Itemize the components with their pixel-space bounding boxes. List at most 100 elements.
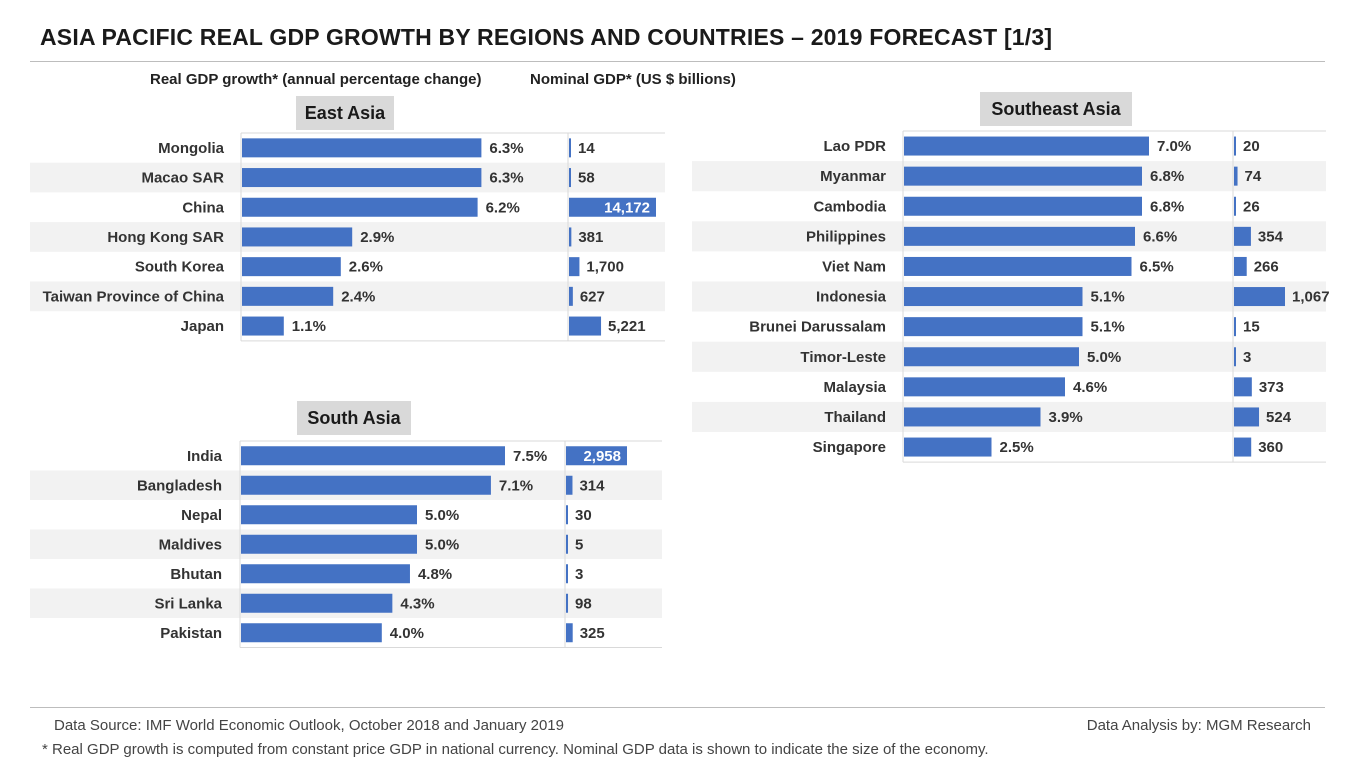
region-label-east-asia: East Asia: [296, 96, 394, 130]
category-label-cambodia: Cambodia: [813, 198, 886, 215]
gdp-value-label-viet-nam: 266: [1254, 258, 1279, 275]
growth-value-label-mongolia: 6.3%: [489, 140, 523, 157]
growth-bar-india: [241, 446, 505, 466]
growth-bar-hong-kong-sar: [242, 227, 353, 247]
growth-value-label-singapore: 2.5%: [1000, 439, 1034, 456]
growth-bar-south-korea: [242, 257, 341, 277]
category-label-thailand: Thailand: [824, 409, 886, 426]
region-label-south-asia: South Asia: [297, 401, 411, 435]
growth-value-label-taiwan-province-of-china: 2.4%: [341, 288, 375, 305]
gdp-bar-indonesia: [1234, 287, 1285, 307]
growth-bar-cambodia: [904, 196, 1142, 216]
gdp-value-label-mongolia: 14: [578, 140, 595, 157]
growth-value-label-pakistan: 4.0%: [390, 625, 424, 642]
growth-value-label-bangladesh: 7.1%: [499, 477, 533, 494]
growth-column-header: Real GDP growth* (annual percentage chan…: [150, 71, 482, 88]
growth-bar-japan: [242, 316, 284, 336]
growth-value-label-india: 7.5%: [513, 448, 547, 465]
gdp-bar-myanmar: [1234, 166, 1238, 186]
category-label-myanmar: Myanmar: [820, 168, 886, 185]
category-label-bangladesh: Bangladesh: [137, 477, 222, 494]
growth-value-label-cambodia: 6.8%: [1150, 198, 1184, 215]
growth-bar-philippines: [904, 226, 1135, 246]
gdp-value-label-brunei-darussalam: 15: [1243, 319, 1260, 336]
growth-bar-maldives: [241, 534, 417, 554]
gdp-value-label-pakistan: 325: [580, 625, 605, 642]
chart-southeast-asia: Lao PDR 7.0% 20 Myanmar 6.8% 74 Cambodia 6.8% 26…: [692, 130, 1330, 463]
bottom-divider: [30, 707, 1325, 708]
gdp-bar-bangladesh: [566, 475, 573, 495]
category-label-south-korea: South Korea: [135, 259, 225, 276]
growth-value-label-south-korea: 2.6%: [349, 259, 383, 276]
growth-value-label-myanmar: 6.8%: [1150, 168, 1184, 185]
gdp-bar-lao-pdr: [1234, 136, 1236, 156]
growth-value-label-indonesia: 5.1%: [1091, 289, 1125, 306]
growth-bar-malaysia: [904, 377, 1065, 397]
growth-value-label-maldives: 5.0%: [425, 536, 459, 553]
growth-value-label-macao-sar: 6.3%: [489, 170, 523, 187]
growth-bar-bhutan: [241, 564, 410, 584]
gdp-value-label-sri-lanka: 98: [575, 595, 592, 612]
gdp-bar-taiwan-province-of-china: [569, 286, 573, 306]
gdp-bar-malaysia: [1234, 377, 1252, 397]
growth-value-label-philippines: 6.6%: [1143, 228, 1177, 245]
gdp-value-label-malaysia: 373: [1259, 379, 1284, 396]
growth-value-label-bhutan: 4.8%: [418, 566, 452, 583]
region-label-southeast-asia: Southeast Asia: [980, 92, 1132, 126]
gdp-bar-pakistan: [566, 623, 573, 643]
growth-bar-pakistan: [241, 623, 382, 643]
page-title: ASIA PACIFIC REAL GDP GROWTH BY REGIONS …: [40, 24, 1053, 50]
nominal-column-header: Nominal GDP* (US $ billions): [530, 71, 736, 88]
category-label-lao-pdr: Lao PDR: [823, 138, 886, 155]
gdp-value-label-maldives: 5: [575, 536, 583, 553]
growth-value-label-hong-kong-sar: 2.9%: [360, 229, 394, 246]
gdp-bar-japan: [569, 316, 602, 336]
gdp-value-label-japan: 5,221: [608, 318, 646, 335]
growth-bar-sri-lanka: [241, 593, 393, 613]
category-label-sri-lanka: Sri Lanka: [154, 595, 222, 612]
growth-bar-mongolia: [242, 138, 482, 158]
gdp-value-label-china: 14,172: [604, 199, 650, 216]
chart-east-asia: Mongolia 6.3% 14 Macao SAR 6.3% 58 China 6.2% 14…: [30, 132, 665, 342]
growth-bar-thailand: [904, 407, 1041, 427]
growth-bar-nepal: [241, 505, 417, 525]
category-label-bhutan: Bhutan: [170, 566, 222, 583]
gdp-value-label-bhutan: 3: [575, 566, 583, 583]
gdp-value-label-philippines: 354: [1258, 228, 1284, 245]
gdp-value-label-lao-pdr: 20: [1243, 138, 1260, 155]
growth-bar-taiwan-province-of-china: [242, 286, 334, 306]
data-analysis-credit: Data Analysis by: MGM Research: [1086, 717, 1311, 734]
category-label-taiwan-province-of-china: Taiwan Province of China: [43, 288, 225, 305]
data-source-note: Data Source: IMF World Economic Outlook,…: [54, 717, 564, 734]
gdp-value-label-timor-leste: 3: [1243, 349, 1251, 366]
growth-bar-viet-nam: [904, 256, 1132, 276]
growth-bar-singapore: [904, 437, 992, 457]
category-label-hong-kong-sar: Hong Kong SAR: [107, 229, 224, 246]
growth-value-label-japan: 1.1%: [292, 318, 326, 335]
chart-south-asia: India 7.5% 2,958 Bangladesh 7.1% 314 Nepal 5.0%…: [30, 440, 662, 648]
gdp-bar-cambodia: [1234, 196, 1236, 216]
gdp-value-label-macao-sar: 58: [578, 170, 595, 187]
gdp-value-label-indonesia: 1,067: [1292, 289, 1330, 306]
growth-value-label-sri-lanka: 4.3%: [400, 595, 434, 612]
gdp-value-label-south-korea: 1,700: [586, 259, 624, 276]
gdp-value-label-cambodia: 26: [1243, 198, 1260, 215]
gdp-value-label-india: 2,958: [583, 448, 621, 465]
gdp-value-label-singapore: 360: [1258, 439, 1283, 456]
growth-bar-indonesia: [904, 287, 1083, 307]
category-label-singapore: Singapore: [813, 439, 886, 456]
growth-value-label-malaysia: 4.6%: [1073, 379, 1107, 396]
gdp-bar-timor-leste: [1234, 347, 1236, 367]
gdp-bar-mongolia: [569, 138, 571, 158]
gdp-value-label-myanmar: 74: [1245, 168, 1262, 185]
category-label-india: India: [187, 448, 223, 465]
growth-value-label-china: 6.2%: [486, 199, 520, 216]
growth-bar-macao-sar: [242, 168, 482, 188]
category-label-timor-leste: Timor-Leste: [800, 349, 886, 366]
growth-value-label-lao-pdr: 7.0%: [1157, 138, 1191, 155]
gdp-value-label-taiwan-province-of-china: 627: [580, 288, 605, 305]
gdp-bar-india: [566, 446, 627, 466]
category-label-brunei-darussalam: Brunei Darussalam: [749, 319, 886, 336]
category-label-china: China: [182, 199, 224, 216]
